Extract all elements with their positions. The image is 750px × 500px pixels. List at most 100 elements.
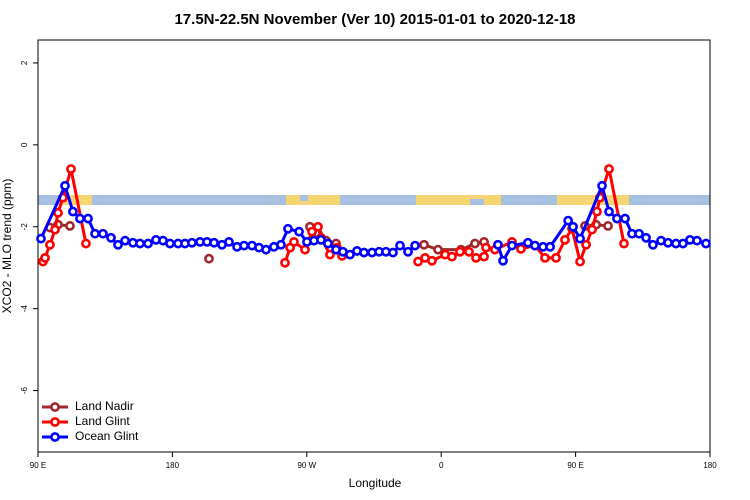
legend-marker: [50, 432, 60, 442]
data-point: [563, 215, 574, 226]
data-point: [90, 228, 100, 239]
data-point: [81, 238, 91, 249]
data-point: [692, 235, 702, 246]
data-point: [261, 244, 271, 255]
data-point: [75, 213, 85, 224]
data-point: [581, 239, 591, 250]
y-tick-label: -6: [20, 386, 29, 394]
data-point: [388, 247, 398, 258]
data-point: [701, 238, 711, 249]
data-point: [604, 206, 614, 217]
data-point: [597, 180, 607, 191]
data-point: [204, 253, 214, 264]
data-point: [419, 239, 429, 250]
data-point: [678, 238, 688, 249]
data-point: [36, 233, 46, 244]
data-point: [239, 240, 249, 251]
data-point: [648, 239, 658, 250]
data-point: [53, 207, 63, 218]
data-point: [345, 249, 355, 260]
data-point: [619, 238, 629, 249]
data-point: [592, 206, 602, 217]
data-point: [507, 240, 517, 251]
data-point: [603, 221, 613, 231]
data-point: [470, 238, 480, 249]
data-point: [433, 244, 443, 255]
y-tick-label: -2: [20, 223, 29, 231]
data-point: [493, 239, 503, 250]
data-point: [498, 255, 508, 266]
data-point: [620, 213, 630, 224]
data-point: [289, 237, 299, 247]
x-tick-label: 90 W: [297, 461, 316, 470]
land-ocean-strip: [38, 195, 710, 205]
data-point: [165, 238, 175, 249]
data-point: [481, 242, 491, 253]
data-point: [575, 256, 585, 267]
data-point: [135, 238, 145, 249]
data-point: [83, 213, 93, 224]
data-point: [50, 224, 60, 235]
data-point: [447, 251, 457, 262]
data-point: [516, 243, 526, 254]
data-point: [283, 223, 293, 234]
x-axis-label: Longitude: [349, 476, 402, 490]
data-point: [280, 257, 290, 268]
data-point: [316, 234, 326, 245]
data-point: [359, 247, 369, 258]
data-point: [530, 240, 540, 251]
x-tick-label: 90 E: [30, 461, 46, 470]
data-point: [413, 256, 423, 267]
data-point: [427, 255, 437, 266]
x-tick-label: 180: [166, 461, 180, 470]
data-point: [40, 252, 50, 263]
data-point: [479, 251, 489, 262]
legend-label: Land Glint: [75, 414, 130, 428]
data-point: [612, 213, 622, 224]
data-point: [568, 221, 578, 232]
legend-marker: [50, 402, 60, 412]
data-point: [224, 237, 234, 247]
x-tick-label: 180: [703, 461, 717, 470]
legend-marker: [50, 417, 60, 427]
data-point: [143, 238, 153, 249]
data-point: [65, 221, 75, 231]
data-point: [294, 226, 304, 237]
data-point: [587, 224, 597, 235]
data-point: [410, 240, 420, 251]
data-point: [663, 237, 673, 248]
data-point: [313, 221, 323, 232]
data-point: [551, 252, 561, 263]
data-point: [307, 226, 317, 237]
x-tick-label: 0: [439, 461, 444, 470]
y-tick-label: 0: [20, 142, 29, 147]
x-tick-label: 90 E: [567, 461, 583, 470]
data-point: [106, 232, 116, 243]
data-point: [604, 164, 614, 174]
data-point: [187, 237, 197, 248]
data-point: [113, 239, 123, 250]
data-point: [455, 246, 465, 257]
data-point: [575, 233, 585, 244]
y-tick-label: -4: [20, 305, 29, 313]
chart-title: 17.5N-22.5N November (Ver 10) 2015-01-01…: [174, 11, 575, 28]
legend-label: Ocean Glint: [75, 429, 139, 443]
data-point: [66, 164, 76, 174]
y-tick-label: 2: [20, 60, 29, 65]
data-point: [395, 240, 405, 251]
data-point: [45, 239, 55, 250]
data-point: [60, 180, 70, 191]
data-point: [464, 246, 474, 257]
data-point: [68, 206, 78, 217]
data-point: [641, 232, 651, 243]
data-point: [471, 252, 481, 263]
data-point: [545, 241, 555, 252]
data-point: [323, 238, 333, 249]
legend-label: Land Nadir: [75, 399, 134, 413]
data-point: [98, 228, 108, 239]
data-point: [560, 234, 570, 245]
data-point: [325, 249, 335, 260]
data-point: [634, 228, 644, 239]
data-point: [120, 235, 130, 246]
